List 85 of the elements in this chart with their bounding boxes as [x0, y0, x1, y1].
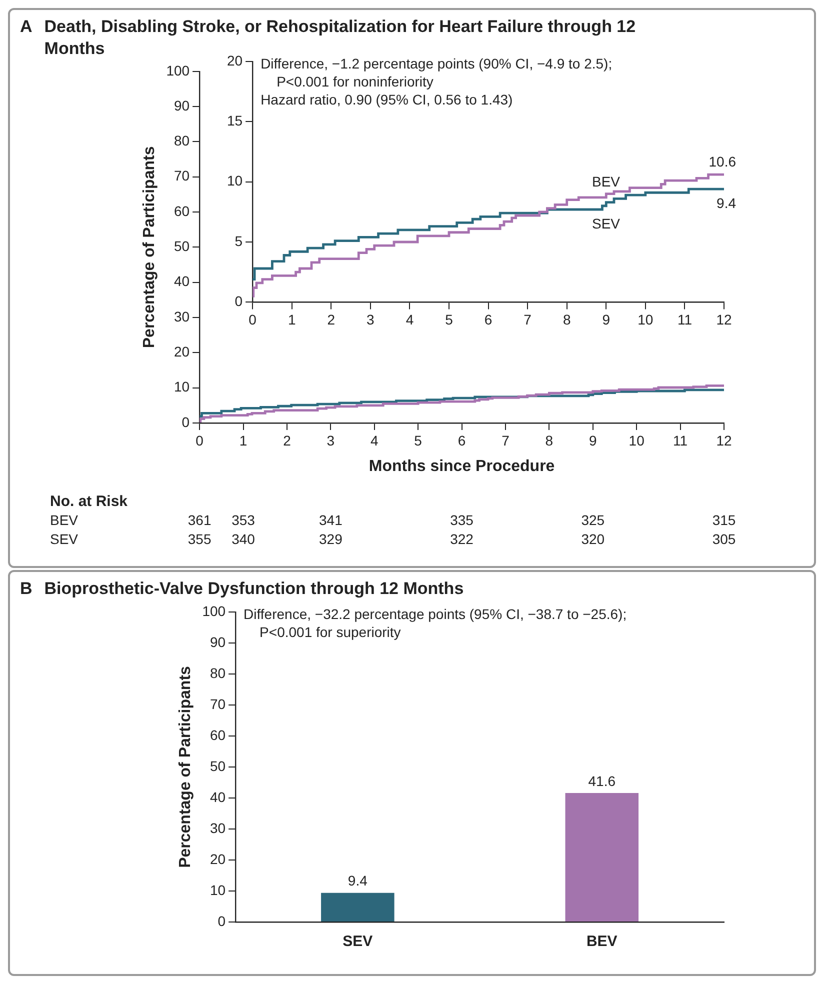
y-tick-label: 80 — [210, 664, 226, 681]
text: No. at Risk — [50, 493, 128, 510]
text: 320 — [581, 530, 605, 547]
x-tick-label: 0 — [196, 432, 204, 448]
y-tick-label: 100 — [166, 62, 190, 78]
text: 361 — [188, 512, 212, 528]
annotation: Difference, −32.2 percentage points (95% CI, −38.7 to −25.6); — [244, 606, 627, 622]
text: 315 — [712, 512, 736, 528]
y-tick-label: 40 — [174, 273, 190, 290]
y-tick-label: 10 — [210, 882, 226, 898]
y-tick-label: 10 — [226, 172, 243, 189]
x-tick-label: 4 — [370, 432, 378, 448]
x-tick-label: 2 — [327, 311, 336, 328]
x-tick-label: 12 — [716, 432, 732, 448]
x-tick-label: 5 — [445, 311, 454, 328]
y-tick-label: 0 — [218, 912, 226, 929]
y-tick-label: 70 — [174, 168, 190, 184]
annotation: P<0.001 for superiority — [260, 624, 401, 640]
y-axis-title: Percentage of Participants — [177, 666, 194, 868]
y-tick-label: 5 — [234, 232, 243, 249]
y-tick-label: 90 — [174, 97, 190, 114]
series-label: SEV — [592, 215, 621, 232]
x-tick-label: 11 — [677, 311, 692, 328]
x-tick-label: 6 — [458, 432, 466, 448]
x-tick-label: 0 — [248, 311, 257, 328]
text: 322 — [450, 530, 474, 547]
y-tick-label: 0 — [182, 414, 190, 430]
x-tick-label: 8 — [562, 311, 571, 328]
text: 341 — [318, 512, 343, 528]
y-tick-label: 70 — [210, 696, 226, 712]
y-tick-label: 80 — [174, 132, 190, 149]
y-tick-label: 90 — [210, 634, 226, 650]
x-tick-label: 1 — [288, 311, 296, 328]
y-tick-label: 60 — [210, 726, 226, 743]
y-tick-label: 20 — [210, 850, 226, 867]
y-tick-label: 15 — [226, 112, 243, 128]
annotation: Hazard ratio, 0.90 (95% CI, 0.56 to 1.43) — [260, 91, 513, 108]
text: 325 — [581, 512, 605, 528]
annotation: P<0.001 for noninferiority — [276, 73, 434, 90]
x-tick-label: 10 — [628, 432, 645, 448]
y-tick-label: 30 — [210, 820, 226, 836]
x-tick-label: 12 — [716, 311, 732, 328]
text: BEV — [50, 512, 79, 528]
annotation: 9.4 — [716, 194, 736, 211]
y-tick-label: 0 — [234, 293, 243, 310]
x-tick-label: 10 — [638, 311, 654, 328]
text: 355 — [188, 530, 212, 547]
x-tick-label: 5 — [414, 432, 422, 448]
y-tick-label: 60 — [174, 202, 190, 219]
series-label: BEV — [592, 173, 621, 190]
text: 329 — [318, 530, 343, 547]
x-tick-label: 4 — [406, 311, 414, 328]
x-tick-label: 7 — [524, 311, 532, 328]
text: A — [20, 16, 32, 38]
text: 340 — [232, 530, 256, 547]
x-axis-title: Months since Procedure — [368, 458, 555, 475]
annotation: Difference, −1.2 percentage points (90% CI, −4.9 to 2.5); — [260, 55, 612, 72]
y-tick-label: 100 — [202, 602, 226, 619]
data-label: 41.6 — [588, 772, 616, 789]
x-tick-label: 9 — [602, 311, 610, 328]
y-axis-title: Percentage of Participants — [141, 146, 158, 348]
y-tick-label: 50 — [210, 758, 226, 774]
text: 353 — [232, 512, 256, 528]
y-tick-label: 40 — [210, 788, 226, 805]
y-tick-label: 20 — [174, 344, 190, 360]
x-tick-label: 7 — [502, 432, 510, 448]
x-tick-label: 3 — [366, 311, 375, 328]
x-tick-label: 11 — [673, 432, 688, 448]
x-tick-label: 2 — [283, 432, 292, 448]
y-tick-label: 30 — [174, 308, 190, 324]
y-tick-label: 20 — [226, 52, 243, 68]
x-tick-label: 3 — [326, 432, 335, 448]
y-tick-label: 10 — [174, 378, 190, 395]
x-tick-label: 1 — [239, 432, 248, 448]
text: 335 — [450, 512, 474, 528]
chart-title: Bioprosthetic-Valve Dysfunction through 12 Months — [44, 578, 464, 600]
text: B — [20, 578, 32, 600]
y-tick-label: 50 — [174, 238, 190, 254]
x-tick-label: 8 — [545, 432, 554, 448]
x-tick-label: 6 — [484, 311, 492, 328]
x-tick-label: 9 — [588, 432, 597, 448]
data-label: 9.4 — [348, 872, 368, 889]
text: 305 — [712, 530, 736, 547]
text: SEV — [50, 530, 79, 547]
annotation: 10.6 — [708, 153, 736, 170]
